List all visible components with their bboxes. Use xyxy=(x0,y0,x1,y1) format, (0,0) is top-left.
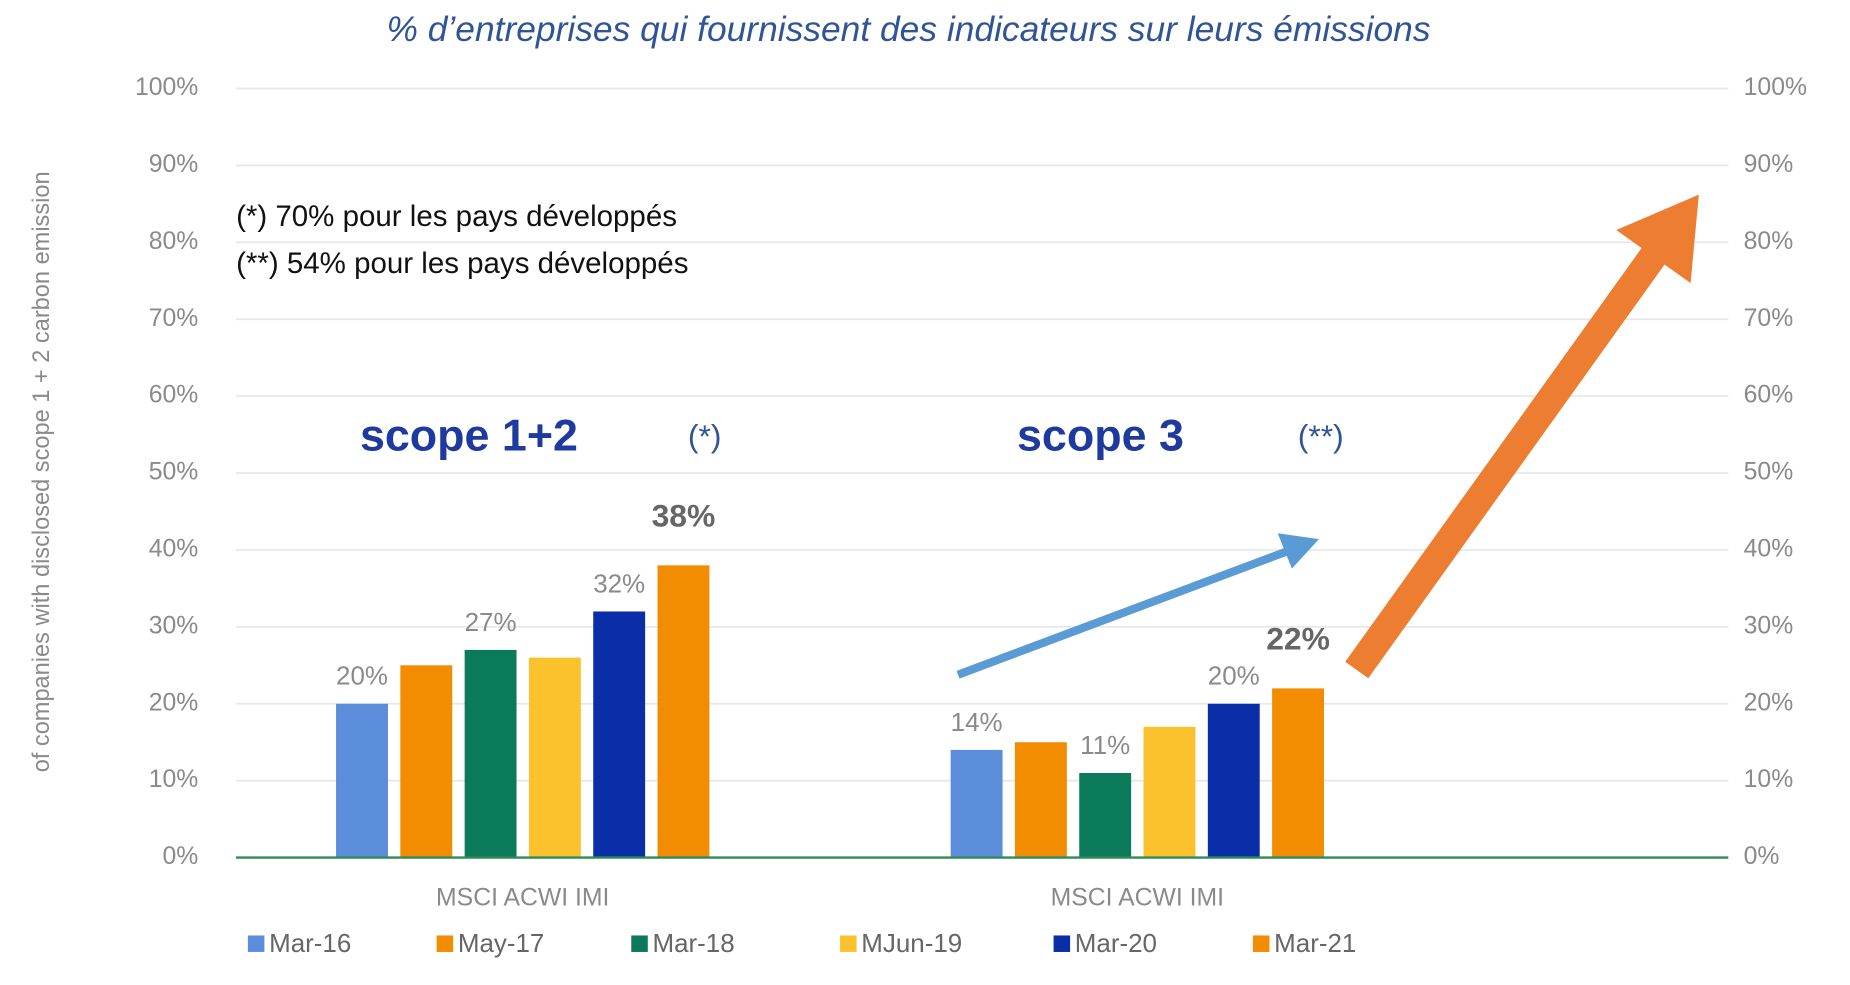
arrow-head xyxy=(1277,533,1319,569)
data-label: 14% xyxy=(951,709,1003,737)
data-label: 22% xyxy=(1266,621,1330,657)
legend-label: May-17 xyxy=(458,930,544,958)
y-tick-label: 50% xyxy=(149,459,199,486)
y2-tick-label: 60% xyxy=(1744,382,1794,409)
legend-label: Mar-21 xyxy=(1274,930,1356,958)
y2-tick-label: 90% xyxy=(1744,151,1794,178)
legend-swatch xyxy=(631,935,648,952)
trend-arrow xyxy=(956,547,1290,679)
bar xyxy=(1207,703,1260,858)
group-heading: scope 3 xyxy=(1017,411,1184,461)
bar xyxy=(336,703,388,858)
bar xyxy=(528,657,581,858)
y2-tick-label: 50% xyxy=(1744,459,1794,486)
bar xyxy=(464,649,517,858)
data-label: 20% xyxy=(336,663,388,691)
y-tick-label: 60% xyxy=(149,382,199,409)
bar xyxy=(1143,726,1196,858)
y-tick-label: 90% xyxy=(149,151,199,178)
legend-label: Mar-18 xyxy=(653,930,735,958)
arrow-head xyxy=(1616,194,1699,284)
data-label: 20% xyxy=(1208,663,1260,691)
note: (**) 54% pour les pays développés xyxy=(236,247,688,280)
y2-tick-label: 40% xyxy=(1744,535,1794,562)
data-label: 32% xyxy=(593,570,645,598)
note: (*) 70% pour les pays développés xyxy=(236,200,677,233)
bar xyxy=(1272,688,1325,858)
legend-swatch xyxy=(436,935,454,952)
bar xyxy=(593,611,646,858)
y-tick-label: 20% xyxy=(149,689,199,716)
y2-tick-label: 20% xyxy=(1744,689,1794,716)
plot-area: 0% 10% 20% 30% 40% 50% 60% 70% 80% 90% 100% 0% 10% 20… xyxy=(135,74,1807,958)
group-note: (*) xyxy=(688,418,722,454)
legend-label: Mar-16 xyxy=(269,930,351,958)
data-label: 11% xyxy=(1080,732,1130,760)
legend-label: Mar-20 xyxy=(1075,930,1157,958)
y-axis-label: of companies with disclosed scope 1 + 2 … xyxy=(28,171,54,772)
y-tick-label: 30% xyxy=(149,612,199,639)
y2-tick-label: 80% xyxy=(1744,228,1794,255)
y2-tick-label: 10% xyxy=(1744,766,1794,793)
legend-label: MJun-19 xyxy=(861,930,962,958)
group-heading: scope 1+2 xyxy=(360,411,578,461)
data-label: 38% xyxy=(652,498,716,534)
arrows xyxy=(956,194,1699,679)
trend-arrow xyxy=(1345,233,1675,679)
y-tick-label: 40% xyxy=(149,535,199,562)
y-tick-label: 10% xyxy=(149,766,199,793)
x-tick-label: MSCI ACWI IMI xyxy=(436,884,609,911)
chart-title: % d’entreprises qui fournissent des indi… xyxy=(386,10,1430,49)
bar xyxy=(1079,772,1132,858)
y-tick-label: 0% xyxy=(163,843,199,870)
group-note: (**) xyxy=(1298,418,1344,454)
y-tick-label: 80% xyxy=(149,228,199,255)
x-tick-label: MSCI ACWI IMI xyxy=(1051,884,1224,911)
y2-tick-label: 70% xyxy=(1744,305,1794,332)
legend-swatch xyxy=(1252,935,1270,952)
bar xyxy=(400,665,453,858)
legend-swatch xyxy=(840,935,857,952)
y2-tick-label: 0% xyxy=(1744,843,1780,870)
legend-swatch xyxy=(1053,935,1071,952)
data-label: 27% xyxy=(465,609,517,637)
legend-swatch xyxy=(247,935,265,952)
bar xyxy=(950,749,1003,858)
y2-tick-label: 30% xyxy=(1744,612,1794,639)
bar xyxy=(1014,742,1067,858)
y-tick-label: 100% xyxy=(135,74,198,101)
y-tick-label: 70% xyxy=(149,305,199,332)
bar xyxy=(657,565,710,858)
y2-tick-label: 100% xyxy=(1744,74,1807,101)
